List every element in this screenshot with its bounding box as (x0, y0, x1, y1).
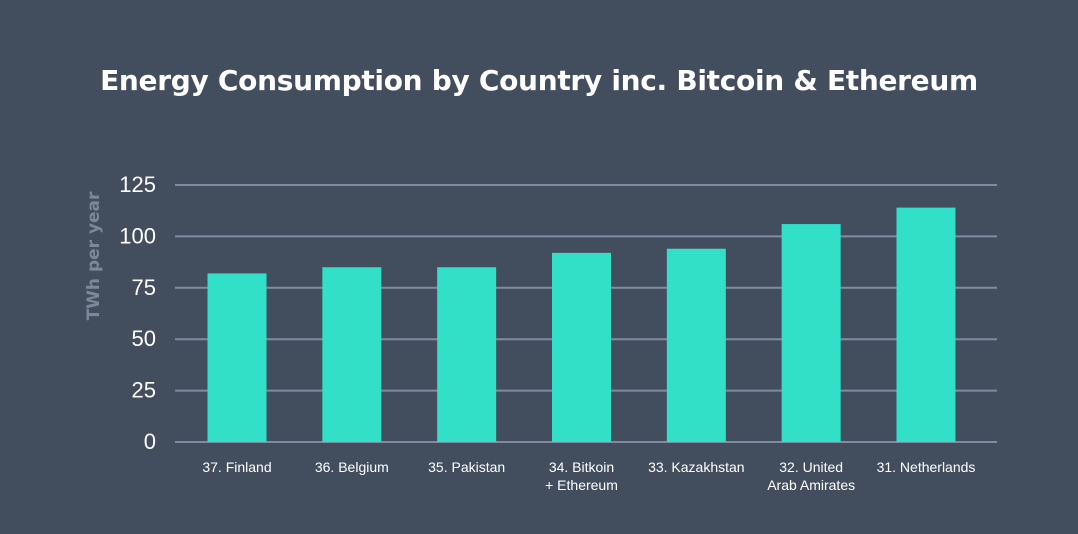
chart-title: Energy Consumption by Country inc. Bitco… (100, 64, 978, 97)
x-tick-label: 36. Belgium (315, 459, 389, 475)
bar (322, 267, 382, 442)
x-tick-label: 31. Netherlands (877, 459, 976, 475)
bar (207, 273, 267, 442)
y-tick-label: 0 (144, 429, 156, 454)
bar (437, 267, 497, 442)
bar (896, 207, 956, 442)
x-tick-label: 32. United Arab Amirates (767, 459, 855, 493)
x-tick-label: 37. Finland (202, 459, 271, 475)
y-tick-label: 125 (119, 172, 156, 197)
x-tick-label: 33. Kazakhstan (648, 459, 745, 475)
y-axis-label: TWh per year (84, 191, 104, 320)
x-tick-label: 35. Pakistan (428, 459, 505, 475)
y-tick-label: 75 (132, 275, 156, 300)
y-tick-label: 100 (119, 223, 156, 248)
bar (666, 248, 726, 442)
y-tick-label: 50 (132, 326, 156, 351)
y-tick-label: 25 (132, 378, 156, 403)
bar (552, 252, 611, 442)
x-tick-label: 34. Bitkoin + Ethereum (545, 459, 618, 493)
bar (781, 224, 841, 442)
